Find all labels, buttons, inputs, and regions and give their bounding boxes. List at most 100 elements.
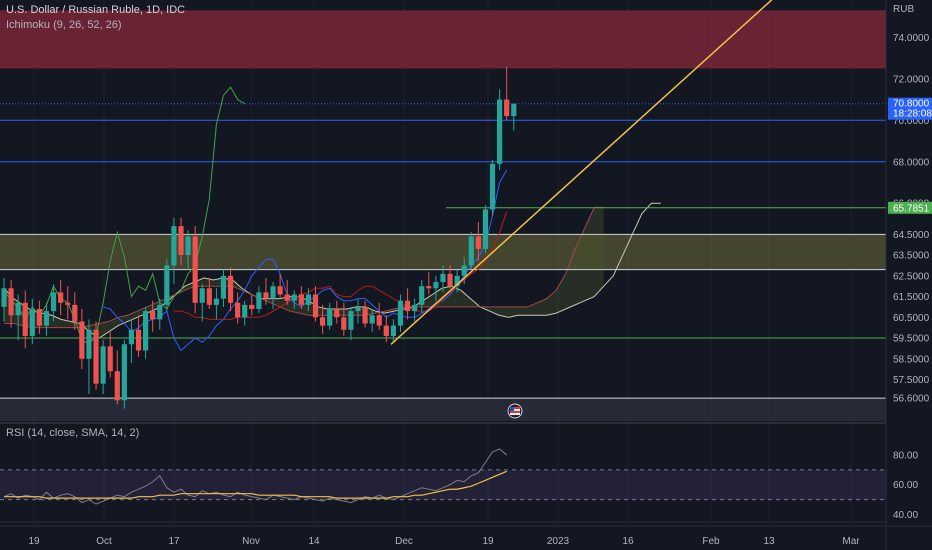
price-tick: 72.0000 xyxy=(893,74,930,85)
price-tick: 74.0000 xyxy=(893,33,930,44)
time-tick: Oct xyxy=(96,536,112,547)
time-tick: Dec xyxy=(395,536,413,547)
candle-body xyxy=(390,325,396,336)
candle-body xyxy=(79,321,85,359)
candle-body xyxy=(227,275,234,303)
price-tick: 60.5000 xyxy=(893,313,930,324)
candle-body xyxy=(206,288,212,305)
time-tick: 2023 xyxy=(547,536,570,547)
price-tag: 70.8000 xyxy=(893,99,930,110)
candle-body xyxy=(235,302,241,318)
ichimoku-cloud xyxy=(3,202,661,339)
candle-body xyxy=(263,292,269,299)
candles xyxy=(1,66,517,409)
candle-body xyxy=(43,311,50,326)
countdown-tag: 18:28:08 xyxy=(893,109,932,120)
candle-body xyxy=(497,99,503,164)
candle-body xyxy=(157,304,163,320)
candle-body xyxy=(143,311,149,351)
span-a-line xyxy=(3,202,661,339)
ichimoku-lines xyxy=(3,86,508,352)
candle-body xyxy=(433,282,439,289)
candle-body xyxy=(213,298,219,305)
price-tick: 68.0000 xyxy=(893,157,930,168)
green-tag: 65.7851 xyxy=(893,203,930,214)
ichimoku-legend[interactable]: Ichimoku (9, 26, 52, 26) xyxy=(6,19,122,31)
candle-body xyxy=(249,304,255,310)
candle-body xyxy=(150,311,156,320)
candle-body xyxy=(383,325,389,336)
price-tick: 62.5000 xyxy=(893,271,930,282)
price-tag-bg xyxy=(888,97,932,120)
candle-body xyxy=(348,311,354,330)
rsi-line xyxy=(3,448,508,505)
candle-body xyxy=(461,265,467,276)
rsi-tick: 40.00 xyxy=(893,510,918,521)
candle-body xyxy=(50,292,57,312)
candle-body xyxy=(36,309,42,326)
candle-body xyxy=(312,294,319,318)
candle-body xyxy=(447,273,453,287)
candle-body xyxy=(327,309,333,326)
time-tick: 19 xyxy=(482,536,494,547)
candle-body xyxy=(65,302,71,305)
price-tick: 57.5000 xyxy=(893,375,930,386)
candle-body xyxy=(100,346,106,384)
candle-body xyxy=(220,275,227,299)
candle-body xyxy=(284,294,290,301)
candle-body xyxy=(178,226,184,256)
price-axis[interactable]: RUB74.000072.000070.000068.000066.000064… xyxy=(885,0,932,550)
cloud-fill xyxy=(4,207,604,339)
candle-body xyxy=(171,226,177,266)
time-axis[interactable]: 19 Oct 17 Nov 14 Dec 19 2023 16 Feb 13 Mar xyxy=(0,525,932,547)
candle-body xyxy=(164,265,170,305)
candle-body xyxy=(277,286,283,295)
candle-body xyxy=(86,329,92,359)
candle-body xyxy=(135,329,142,351)
price-tick: 58.5000 xyxy=(893,354,930,365)
price-zones xyxy=(0,10,886,421)
time-tick: Nov xyxy=(242,536,260,547)
candle-body xyxy=(29,309,35,336)
price-tick: 64.5000 xyxy=(893,230,930,241)
span-b-line xyxy=(4,206,604,329)
zone-olive xyxy=(0,234,886,270)
candle-body xyxy=(1,288,7,307)
rsi-tick: 60.00 xyxy=(893,480,918,491)
base-line xyxy=(173,211,508,320)
rsi-legend[interactable]: RSI (14, close, SMA, 14, 2) xyxy=(6,427,140,439)
candle-body xyxy=(185,236,191,256)
trendline-layer[interactable] xyxy=(390,0,822,345)
conversion-line xyxy=(102,169,508,352)
candle-body xyxy=(270,286,276,299)
candle-body xyxy=(404,300,411,312)
candle-body xyxy=(376,315,382,326)
candle-body xyxy=(504,99,510,117)
price-tick: 59.5000 xyxy=(893,334,930,345)
candle-body xyxy=(128,329,135,345)
candle-body xyxy=(72,304,78,322)
price-tick: 63.5000 xyxy=(893,251,930,262)
time-tick: 19 xyxy=(28,536,40,547)
candle-body xyxy=(256,292,262,310)
candle-body xyxy=(291,294,297,301)
candle-body xyxy=(22,302,28,336)
candle-body xyxy=(482,209,489,249)
candle-body xyxy=(298,294,304,305)
zone-gray xyxy=(0,398,886,421)
lagging-span xyxy=(3,86,245,345)
candle-body xyxy=(305,294,312,305)
candle-body xyxy=(320,317,326,326)
candle-body xyxy=(341,317,347,330)
candle-body xyxy=(419,286,425,305)
candle-body xyxy=(58,292,64,303)
us-flag-icon[interactable] xyxy=(507,403,523,419)
candle-body xyxy=(475,236,481,249)
candle-body xyxy=(511,103,517,117)
candle-body xyxy=(242,304,248,318)
candle-body xyxy=(369,315,375,324)
candle-body xyxy=(114,371,120,401)
candle-body xyxy=(489,163,496,210)
symbol-title[interactable]: U.S. Dollar / Russian Ruble, 1D, IDC xyxy=(6,4,186,16)
